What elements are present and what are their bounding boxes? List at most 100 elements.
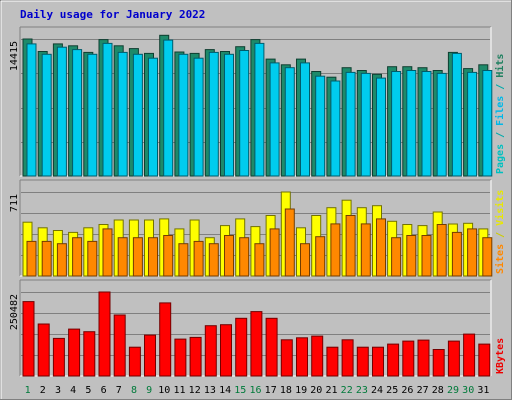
bar-sites-day-5 <box>87 240 98 277</box>
x-tick-label: 26 <box>401 385 413 396</box>
bar-kbytes-day-1 <box>22 301 35 377</box>
x-tick-label: 8 <box>131 385 137 396</box>
bar-kbytes-day-6 <box>98 291 111 377</box>
bar-kbytes-day-15 <box>235 317 248 377</box>
bar-sites-day-30 <box>467 228 478 277</box>
bar-kbytes-day-23 <box>356 346 369 377</box>
bar-sites-day-12 <box>193 240 204 277</box>
bar-kbytes-day-22 <box>341 339 354 377</box>
bar-sites-day-19 <box>300 243 310 277</box>
x-tick-label: 24 <box>371 385 383 396</box>
visits-sites-panel: 711 Sites / Visits <box>9 179 506 277</box>
bar-files-day-29 <box>451 52 462 177</box>
bar-sites-day-23 <box>360 223 371 277</box>
bar-kbytes-day-27 <box>417 339 430 377</box>
bar-kbytes-day-2 <box>37 323 50 377</box>
panel-legend: KBytes <box>495 338 506 374</box>
bar-kbytes-day-4 <box>68 328 81 377</box>
bar-kbytes-day-24 <box>372 346 384 377</box>
bar-kbytes-day-9 <box>144 334 156 377</box>
legend-entry: / <box>495 226 506 244</box>
x-tick-label: 25 <box>386 385 398 396</box>
chart-title: Daily usage for January 2022 <box>20 8 205 21</box>
bar-sites-day-10 <box>163 235 174 277</box>
legend-entry: Sites <box>494 244 506 274</box>
x-tick-label: 30 <box>462 385 474 396</box>
bar-kbytes-day-25 <box>387 343 400 377</box>
x-tick-label: 12 <box>189 385 201 396</box>
bar-sites-day-21 <box>330 223 341 277</box>
bar-files-day-8 <box>132 53 143 177</box>
bar-sites-day-24 <box>376 218 386 277</box>
bar-files-day-2 <box>41 53 52 177</box>
bar-files-day-10 <box>163 39 174 177</box>
bar-kbytes-day-3 <box>52 337 65 377</box>
x-tick-label: 18 <box>280 385 292 396</box>
bar-kbytes-day-28 <box>432 349 445 377</box>
bar-files-day-19 <box>300 62 310 177</box>
bar-files-day-31 <box>482 70 493 177</box>
bar-sites-day-25 <box>391 237 402 277</box>
legend-entry: / <box>495 78 506 96</box>
panel-legend: Pages / Files / Hits <box>494 54 506 174</box>
x-tick-label: 15 <box>234 385 246 396</box>
bar-files-day-12 <box>193 57 204 177</box>
bar-sites-day-9 <box>148 237 158 277</box>
bar-files-day-4 <box>72 49 83 177</box>
legend-entry: / <box>495 126 506 144</box>
x-tick-label: 2 <box>40 385 46 396</box>
bar-files-day-22 <box>345 71 356 177</box>
bar-kbytes-day-5 <box>83 331 96 377</box>
bar-files-day-13 <box>208 51 219 177</box>
bar-files-day-20 <box>315 75 326 177</box>
x-tick-label: 29 <box>447 385 459 396</box>
bar-sites-day-27 <box>421 235 432 277</box>
x-tick-label: 13 <box>204 385 216 396</box>
bar-kbytes-day-8 <box>128 346 141 377</box>
bar-kbytes-day-30 <box>463 333 476 377</box>
bar-kbytes-day-31 <box>478 343 491 377</box>
x-tick-label: 3 <box>55 385 61 396</box>
bar-files-day-25 <box>391 71 402 177</box>
bar-files-day-30 <box>467 71 478 177</box>
legend-entry: Files <box>494 96 506 126</box>
bar-kbytes-day-12 <box>189 336 202 377</box>
bar-files-day-17 <box>269 62 280 177</box>
bar-files-day-27 <box>421 71 432 177</box>
x-tick-label: 28 <box>432 385 444 396</box>
bar-sites-day-16 <box>254 243 265 277</box>
y-max-label: 250482 <box>9 294 20 330</box>
bar-sites-day-7 <box>117 237 128 277</box>
bar-files-day-28 <box>436 72 447 177</box>
bar-kbytes-day-21 <box>326 346 339 377</box>
bar-kbytes-day-20 <box>311 335 324 377</box>
bar-files-day-23 <box>360 72 371 177</box>
bar-sites-day-8 <box>132 237 143 277</box>
bar-sites-day-14 <box>224 235 234 277</box>
y-max-label: 14415 <box>9 41 20 71</box>
bar-kbytes-day-29 <box>447 340 460 377</box>
bar-files-day-24 <box>376 77 386 177</box>
x-tick-label: 22 <box>341 385 353 396</box>
bar-sites-day-17 <box>269 228 280 277</box>
bar-kbytes-day-19 <box>296 337 308 377</box>
bar-kbytes-day-11 <box>174 338 187 377</box>
bar-sites-day-26 <box>406 235 417 277</box>
bar-files-day-3 <box>56 46 67 177</box>
bar-files-day-11 <box>178 53 189 177</box>
bar-sites-day-2 <box>41 240 52 277</box>
legend-entry: KBytes <box>495 338 506 374</box>
bar-sites-day-31 <box>482 237 493 277</box>
bar-sites-day-1 <box>26 240 37 277</box>
x-tick-label: 10 <box>158 385 170 396</box>
x-tick-label: 20 <box>310 385 322 396</box>
x-tick-label: 16 <box>249 385 261 396</box>
bar-sites-day-13 <box>208 243 219 277</box>
x-tick-label: 23 <box>356 385 368 396</box>
legend-entry: Hits <box>494 54 506 78</box>
bar-files-day-26 <box>406 70 417 177</box>
x-tick-label: 17 <box>265 385 277 396</box>
day-axis: 1 2 3 4 5 6 7 8 9 10 11 12 13 14 15 16 17 18 19 20 21 22 23 24 2… <box>25 385 490 396</box>
x-tick-label: 6 <box>101 385 107 396</box>
